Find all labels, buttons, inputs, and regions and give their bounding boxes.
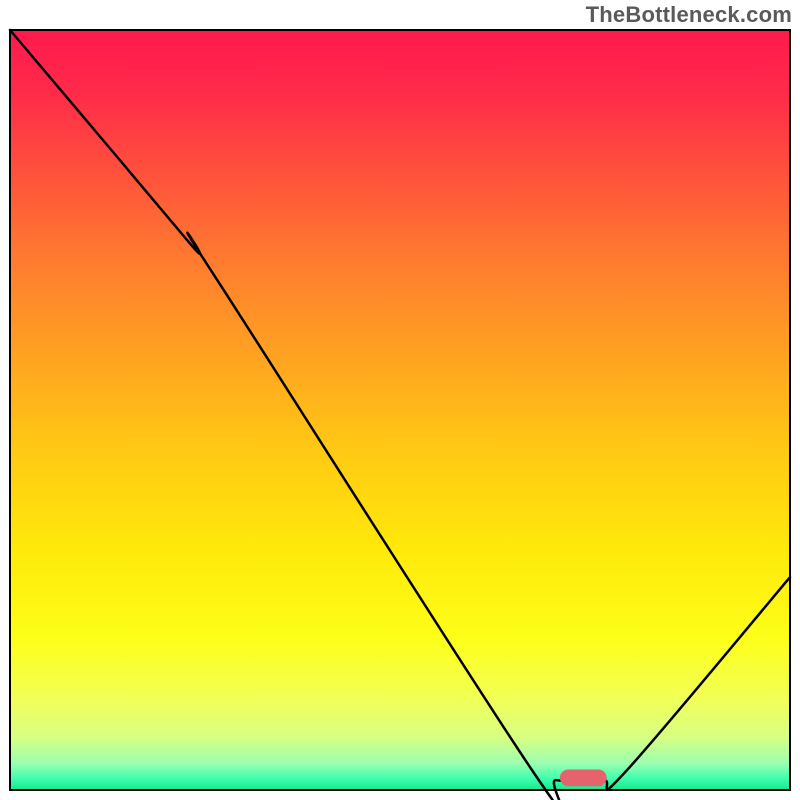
optimal-marker xyxy=(560,769,607,786)
chart-svg xyxy=(0,0,800,800)
bottleneck-chart: TheBottleneck.com xyxy=(0,0,800,800)
plot-background xyxy=(10,30,790,790)
watermark-text: TheBottleneck.com xyxy=(586,2,792,28)
